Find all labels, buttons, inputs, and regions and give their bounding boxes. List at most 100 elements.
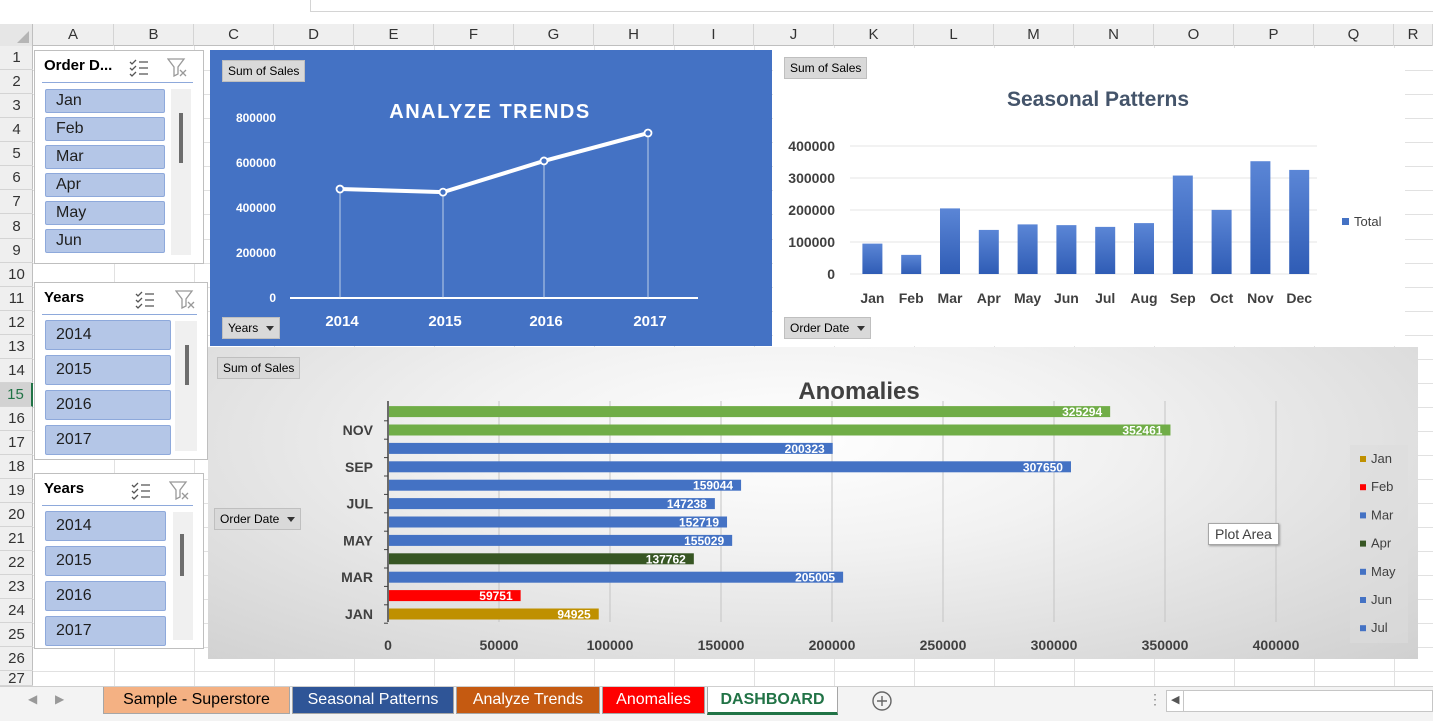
years-axis-button[interactable]: Years	[222, 317, 281, 339]
row-header-12[interactable]: 12	[0, 311, 33, 335]
column-header-k[interactable]: K	[834, 24, 914, 46]
split-handle-icon[interactable]: ⋮	[1148, 691, 1162, 707]
row-header-18[interactable]: 18	[0, 455, 33, 479]
slicer-years-2[interactable]: Years 2014 2015 2016 2017	[34, 473, 204, 649]
row-header-24[interactable]: 24	[0, 599, 33, 623]
analyze-trends-chart[interactable]: ANALYZE TRENDS 0 200000 400000 600000 800000 2…	[210, 50, 772, 346]
multi-select-icon[interactable]	[135, 289, 155, 309]
column-header-e[interactable]: E	[354, 24, 434, 46]
column-header-o[interactable]: O	[1154, 24, 1234, 46]
sheet-tab-sample-superstore[interactable]: Sample - Superstore	[103, 687, 290, 714]
scroll-right-icon[interactable]: ▶	[55, 692, 65, 706]
sheet-tab-dashboard[interactable]: DASHBOARD	[707, 687, 838, 715]
row-header-5[interactable]: 5	[0, 142, 33, 166]
clear-filter-icon[interactable]	[175, 289, 195, 309]
slicer-scrollbar[interactable]	[171, 89, 191, 255]
column-header-p[interactable]: P	[1234, 24, 1314, 46]
anomalies-chart[interactable]: Anomalies 0 50000 100000 150000 200000 250000 3…	[208, 347, 1418, 659]
row-header-22[interactable]: 22	[0, 551, 33, 575]
slicer-item-2016[interactable]: 2016	[45, 581, 166, 611]
scroll-left-icon[interactable]: ◀	[28, 692, 38, 706]
slicer-years-1[interactable]: Years 2014 2015 2016 2017	[34, 282, 208, 460]
bar-jan	[389, 608, 599, 620]
column-header-n[interactable]: N	[1074, 24, 1154, 46]
scrollbar-thumb[interactable]	[185, 345, 189, 385]
scrollbar-thumb[interactable]	[180, 534, 184, 576]
slicer-item-feb[interactable]: Feb	[45, 117, 165, 141]
row-header-9[interactable]: 9	[0, 239, 33, 263]
row-header-4[interactable]: 4	[0, 118, 33, 142]
row-headers: 1 2 3 4 5 6 7 8 9 10 11 12 13 14 15 16 17 18 19 20 21 22 23 24 2…	[0, 46, 33, 686]
row-header-27[interactable]: 27	[0, 671, 33, 686]
row-header-10[interactable]: 10	[0, 263, 33, 287]
row-header-14[interactable]: 14	[0, 359, 33, 383]
horizontal-scrollbar[interactable]: ◀	[1166, 690, 1433, 712]
sheet-tab-anomalies[interactable]: Anomalies	[602, 687, 705, 714]
column-header-h[interactable]: H	[594, 24, 674, 46]
seasonal-patterns-chart[interactable]: Seasonal Patterns 0 100000 200000 300000 4000…	[773, 48, 1405, 346]
column-header-j[interactable]: J	[754, 24, 834, 46]
slicer-order-date[interactable]: Order D... Jan Feb Mar Apr May Jun	[34, 50, 204, 264]
row-header-23[interactable]: 23	[0, 575, 33, 599]
sheet-tab-seasonal-patterns[interactable]: Seasonal Patterns	[292, 687, 454, 714]
column-header-a[interactable]: A	[33, 24, 114, 46]
sum-of-sales-field-button[interactable]: Sum of Sales	[217, 357, 301, 379]
row-header-25[interactable]: 25	[0, 623, 33, 647]
multi-select-icon[interactable]	[131, 480, 151, 500]
row-header-2[interactable]: 2	[0, 70, 33, 94]
slicer-item-jun[interactable]: Jun	[45, 229, 165, 253]
sum-of-sales-field-button[interactable]: Sum of Sales	[222, 60, 306, 82]
order-date-axis-button[interactable]: Order Date	[784, 317, 872, 339]
scrollbar-thumb[interactable]	[179, 113, 183, 163]
plus-circle-icon[interactable]	[871, 690, 893, 712]
clear-filter-icon[interactable]	[169, 480, 189, 500]
column-header-c[interactable]: C	[194, 24, 274, 46]
slicer-item-2015[interactable]: 2015	[45, 355, 171, 385]
clear-filter-icon[interactable]	[167, 57, 187, 77]
scroll-left-arrow-icon[interactable]: ◀	[1171, 694, 1180, 706]
sheet-tab-analyze-trends[interactable]: Analyze Trends	[456, 687, 600, 714]
column-header-f[interactable]: F	[434, 24, 514, 46]
column-header-i[interactable]: I	[674, 24, 754, 46]
row-header-17[interactable]: 17	[0, 431, 33, 455]
order-date-axis-button[interactable]: Order Date	[214, 508, 302, 530]
row-header-1[interactable]: 1	[0, 46, 33, 70]
slicer-item-2016[interactable]: 2016	[45, 390, 171, 420]
column-header-b[interactable]: B	[114, 24, 194, 46]
sum-of-sales-field-button[interactable]: Sum of Sales	[784, 57, 868, 79]
legend-swatch	[1342, 218, 1349, 225]
slicer-scrollbar[interactable]	[173, 512, 193, 640]
slicer-item-2017[interactable]: 2017	[45, 425, 171, 455]
row-header-6[interactable]: 6	[0, 166, 33, 190]
slicer-item-2014[interactable]: 2014	[45, 320, 171, 350]
column-header-g[interactable]: G	[514, 24, 594, 46]
column-header-r[interactable]: R	[1394, 24, 1433, 46]
row-header-3[interactable]: 3	[0, 94, 33, 118]
row-header-16[interactable]: 16	[0, 407, 33, 431]
slicer-item-jan[interactable]: Jan	[45, 89, 165, 113]
slicer-item-2017[interactable]: 2017	[45, 616, 166, 646]
row-header-7[interactable]: 7	[0, 190, 33, 214]
slicer-item-2014[interactable]: 2014	[45, 511, 166, 541]
row-header-19[interactable]: 19	[0, 479, 33, 503]
legend-swatch	[1360, 456, 1366, 462]
column-header-m[interactable]: M	[994, 24, 1074, 46]
column-header-q[interactable]: Q	[1314, 24, 1394, 46]
row-header-21[interactable]: 21	[0, 527, 33, 551]
row-header-20[interactable]: 20	[0, 503, 33, 527]
row-header-15[interactable]: 15	[0, 383, 33, 407]
column-header-l[interactable]: L	[914, 24, 994, 46]
slicer-item-2015[interactable]: 2015	[45, 546, 166, 576]
row-header-26[interactable]: 26	[0, 647, 33, 671]
row-header-11[interactable]: 11	[0, 287, 33, 311]
row-header-8[interactable]: 8	[0, 214, 33, 239]
slicer-item-may[interactable]: May	[45, 201, 165, 225]
slicer-item-apr[interactable]: Apr	[45, 173, 165, 197]
slicer-item-mar[interactable]: Mar	[45, 145, 165, 169]
formula-input[interactable]	[310, 0, 1433, 12]
select-all-corner[interactable]	[0, 24, 33, 46]
slicer-scrollbar[interactable]	[175, 321, 197, 451]
row-header-13[interactable]: 13	[0, 335, 33, 359]
column-header-d[interactable]: D	[274, 24, 354, 46]
multi-select-icon[interactable]	[129, 57, 149, 77]
